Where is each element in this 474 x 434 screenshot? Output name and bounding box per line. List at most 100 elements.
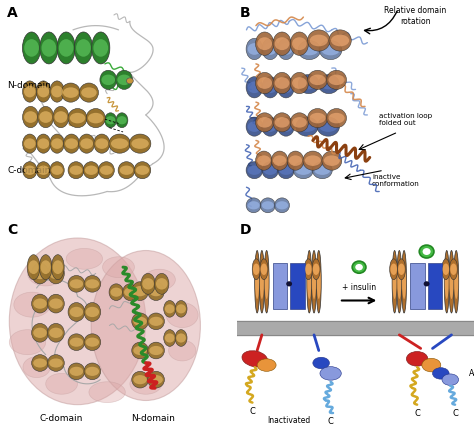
Ellipse shape	[274, 37, 290, 50]
Ellipse shape	[449, 265, 454, 299]
Ellipse shape	[443, 263, 449, 275]
Text: + insulin: + insulin	[342, 283, 376, 292]
Ellipse shape	[264, 43, 277, 55]
Ellipse shape	[100, 70, 117, 89]
Ellipse shape	[27, 261, 64, 286]
Ellipse shape	[247, 122, 261, 132]
Ellipse shape	[37, 85, 49, 97]
Ellipse shape	[120, 165, 133, 175]
Ellipse shape	[292, 77, 307, 89]
Ellipse shape	[42, 39, 56, 57]
Ellipse shape	[61, 83, 80, 102]
Ellipse shape	[175, 330, 187, 346]
Ellipse shape	[118, 75, 131, 85]
Ellipse shape	[32, 323, 48, 342]
Text: Relative domain
rotation: Relative domain rotation	[384, 7, 446, 26]
Ellipse shape	[105, 113, 117, 128]
Ellipse shape	[273, 155, 286, 166]
Ellipse shape	[53, 106, 69, 128]
Ellipse shape	[274, 198, 290, 213]
Ellipse shape	[293, 162, 313, 179]
Text: C-domain: C-domain	[40, 414, 83, 424]
Ellipse shape	[274, 117, 290, 128]
Ellipse shape	[247, 82, 261, 93]
Ellipse shape	[142, 278, 154, 289]
Ellipse shape	[312, 265, 316, 299]
Ellipse shape	[148, 282, 164, 300]
Ellipse shape	[79, 83, 99, 102]
Ellipse shape	[260, 259, 268, 279]
Ellipse shape	[259, 250, 264, 313]
Ellipse shape	[262, 117, 279, 136]
Ellipse shape	[23, 106, 38, 128]
Ellipse shape	[311, 250, 317, 313]
Ellipse shape	[14, 292, 50, 317]
Ellipse shape	[24, 111, 37, 123]
Ellipse shape	[352, 261, 366, 273]
Ellipse shape	[93, 39, 108, 57]
Ellipse shape	[22, 32, 41, 64]
Ellipse shape	[33, 328, 47, 338]
Bar	[410, 263, 425, 309]
Ellipse shape	[255, 250, 260, 313]
Bar	[428, 263, 442, 309]
Ellipse shape	[310, 35, 328, 46]
Ellipse shape	[308, 70, 328, 89]
Ellipse shape	[39, 111, 52, 123]
Ellipse shape	[70, 165, 82, 175]
Text: C: C	[328, 417, 334, 426]
Ellipse shape	[156, 278, 167, 289]
Ellipse shape	[51, 85, 63, 97]
Ellipse shape	[176, 304, 186, 313]
Ellipse shape	[419, 245, 434, 258]
Ellipse shape	[252, 259, 260, 279]
Text: N-domain: N-domain	[131, 414, 174, 424]
Ellipse shape	[9, 238, 146, 404]
Ellipse shape	[164, 330, 176, 346]
Ellipse shape	[318, 75, 339, 94]
Ellipse shape	[49, 299, 63, 309]
Ellipse shape	[84, 334, 100, 351]
Ellipse shape	[308, 108, 328, 128]
Ellipse shape	[247, 201, 260, 209]
Ellipse shape	[279, 43, 292, 55]
Ellipse shape	[37, 138, 49, 149]
Text: C-domain: C-domain	[7, 166, 50, 175]
Ellipse shape	[298, 122, 316, 132]
Ellipse shape	[81, 87, 97, 98]
Ellipse shape	[155, 273, 169, 294]
Ellipse shape	[84, 363, 100, 380]
Ellipse shape	[33, 358, 47, 368]
Ellipse shape	[49, 328, 63, 338]
Ellipse shape	[47, 323, 64, 342]
Ellipse shape	[86, 307, 99, 317]
Ellipse shape	[397, 265, 401, 299]
Ellipse shape	[68, 276, 85, 292]
Ellipse shape	[66, 248, 102, 269]
Text: N-domain: N-domain	[7, 81, 51, 90]
Ellipse shape	[246, 198, 261, 213]
Ellipse shape	[264, 122, 277, 132]
Ellipse shape	[53, 260, 63, 274]
Ellipse shape	[286, 281, 292, 286]
Ellipse shape	[298, 40, 320, 59]
Text: D: D	[239, 224, 251, 237]
Text: B: B	[239, 7, 250, 20]
Ellipse shape	[27, 255, 40, 279]
Ellipse shape	[132, 313, 148, 330]
Ellipse shape	[23, 134, 37, 153]
Ellipse shape	[331, 35, 349, 46]
Ellipse shape	[23, 81, 37, 102]
Ellipse shape	[310, 75, 326, 85]
Ellipse shape	[84, 302, 100, 321]
Ellipse shape	[442, 259, 450, 279]
Ellipse shape	[424, 281, 429, 286]
Ellipse shape	[51, 165, 63, 175]
Ellipse shape	[246, 162, 263, 179]
Ellipse shape	[55, 111, 67, 123]
Ellipse shape	[264, 82, 277, 93]
Ellipse shape	[279, 82, 292, 93]
Ellipse shape	[164, 300, 176, 317]
Ellipse shape	[95, 138, 108, 149]
Ellipse shape	[91, 250, 201, 401]
